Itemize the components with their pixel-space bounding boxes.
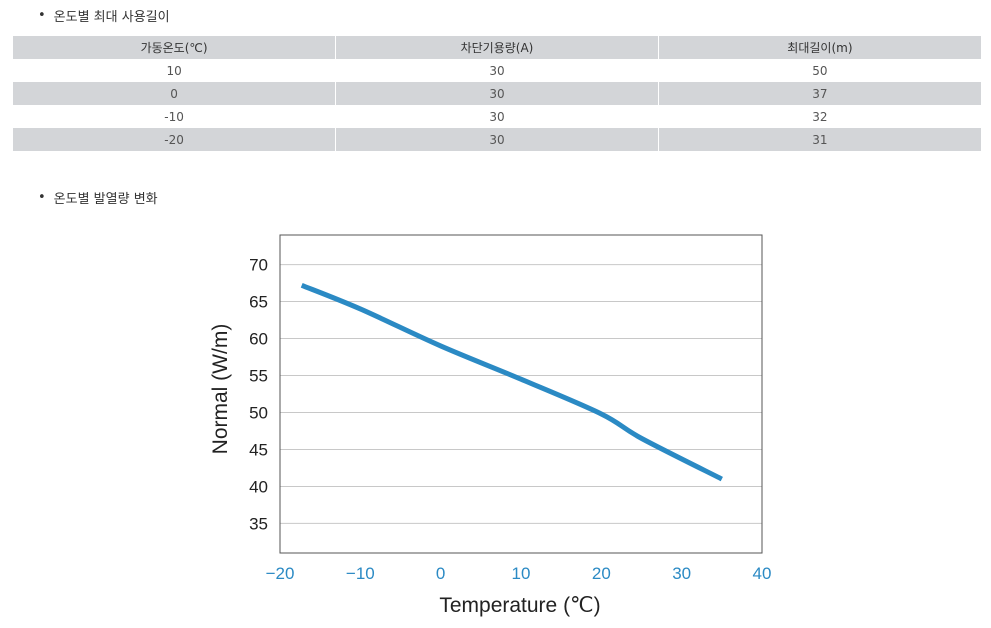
- bullet-icon: •: [38, 8, 46, 23]
- table-cell: 30: [335, 59, 659, 82]
- x-axis-ticks: −20 −10 0 10 20 30 40: [266, 564, 772, 583]
- table-cell: 32: [812, 109, 828, 124]
- bullet-icon: •: [38, 190, 46, 205]
- table-cell: 30: [335, 128, 659, 151]
- plot-frame: [279, 234, 763, 554]
- x-tick-label: 40: [753, 564, 772, 583]
- table-section-title: • 온도별 최대 사용길이: [38, 6, 170, 25]
- table-cell: 50: [812, 63, 828, 78]
- table-row: 0 30 37: [13, 82, 981, 105]
- series-line: [300, 282, 723, 482]
- x-tick-label: 20: [592, 564, 611, 583]
- table-cell: 0: [13, 82, 337, 105]
- table-cell: -10: [13, 105, 337, 128]
- x-tick-label: −10: [346, 564, 375, 583]
- x-tick-label: 10: [512, 564, 531, 583]
- table-cell: 30: [335, 82, 659, 105]
- y-tick-label: 45: [249, 440, 268, 459]
- y-tick-label: 50: [249, 403, 268, 422]
- table-cell: -20: [13, 128, 337, 151]
- chart-title-text: 온도별 발열량 변화: [53, 192, 158, 207]
- y-tick-label: 40: [249, 477, 268, 496]
- header-breaker-capacity: 차단기용량(A): [335, 36, 659, 59]
- table-row: 10 30 50: [13, 59, 981, 82]
- y-tick-label: 70: [249, 256, 268, 275]
- header-operating-temp: 가동온도(℃): [13, 36, 337, 59]
- max-length-table: 가동온도(℃) 차단기용량(A) 최대길이(m) 10 30 50 0 30 3…: [13, 36, 981, 151]
- table-cell: 30: [335, 105, 659, 128]
- y-tick-label: 65: [249, 293, 268, 312]
- y-tick-label: 55: [249, 367, 268, 386]
- x-tick-label: 0: [436, 564, 445, 583]
- table-cell: 10: [13, 59, 337, 82]
- x-tick-label: 30: [672, 564, 691, 583]
- chart-section-title: • 온도별 발열량 변화: [38, 188, 158, 207]
- y-axis-ticks: 35 40 45 50 55 60 65 70: [249, 256, 268, 534]
- grid-lines: [280, 264, 762, 524]
- table-cell: 37: [812, 86, 828, 101]
- table-row: -10 30 32: [13, 105, 981, 128]
- header-max-length: 최대길이(m): [787, 41, 853, 55]
- heat-output-chart: 35 40 45 50 55 60 65 70 −20 −10 0 10 20 30 40 Normal …: [209, 234, 772, 617]
- x-tick-label: −20: [266, 564, 295, 583]
- table-row: -20 30 31: [13, 128, 981, 151]
- x-axis-label: Temperature (℃): [439, 594, 600, 617]
- y-tick-label: 60: [249, 330, 268, 349]
- table-header-row: 가동온도(℃) 차단기용량(A) 최대길이(m): [13, 36, 981, 59]
- y-axis-label: Normal (W/m): [209, 324, 232, 455]
- table-title-text: 온도별 최대 사용길이: [53, 10, 170, 25]
- table-cell: 31: [812, 132, 828, 147]
- y-tick-label: 35: [249, 514, 268, 533]
